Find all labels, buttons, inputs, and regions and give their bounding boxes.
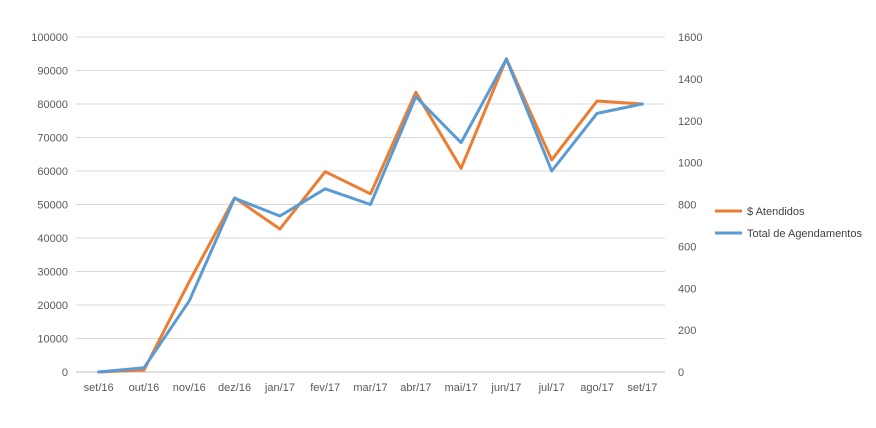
right-y-tick-label: 600 — [678, 241, 696, 253]
x-tick-label: set/17 — [627, 382, 657, 394]
left-y-tick-label: 50000 — [37, 200, 68, 212]
x-tick-label: fev/17 — [310, 382, 340, 394]
legend-label: Total de Agendamentos — [747, 228, 862, 240]
left-y-axis: 0 10000 20000 30000 40000 50000 60000 70000 8000… — [31, 32, 68, 379]
x-tick-label: set/16 — [84, 382, 114, 394]
x-tick-label: mai/17 — [445, 382, 478, 394]
left-y-tick-label: 10000 — [37, 334, 68, 346]
left-y-tick-label: 60000 — [37, 166, 68, 178]
legend: $ Atendidos Total de Agendamentos — [715, 206, 862, 240]
x-axis: set/16 out/16 nov/16 dez/16 jan/17 fev/17 mar/… — [84, 382, 658, 394]
x-tick-label: nov/16 — [173, 382, 206, 394]
right-y-tick-label: 800 — [678, 200, 696, 212]
left-y-tick-label: 80000 — [37, 99, 68, 111]
x-tick-label: jan/17 — [264, 382, 295, 394]
right-y-tick-label: 1600 — [678, 32, 702, 44]
legend-label: $ Atendidos — [747, 206, 805, 218]
x-tick-label: ago/17 — [580, 382, 614, 394]
x-tick-label: dez/16 — [218, 382, 251, 394]
left-y-tick-label: 70000 — [37, 133, 68, 145]
right-y-tick-label: 1200 — [678, 116, 702, 128]
right-y-tick-label: 200 — [678, 325, 696, 337]
x-tick-label: abr/17 — [400, 382, 431, 394]
x-tick-label: out/16 — [129, 382, 160, 394]
left-y-tick-label: 0 — [62, 367, 68, 379]
left-y-tick-label: 20000 — [37, 300, 68, 312]
series-line-total-agendamentos — [97, 57, 644, 374]
x-tick-label: jun/17 — [490, 382, 521, 394]
right-y-tick-label: 1400 — [678, 74, 702, 86]
series-lines — [97, 57, 644, 374]
right-y-axis: 0 200 400 600 800 1000 1200 1400 1600 — [678, 32, 702, 379]
x-tick-label: mar/17 — [353, 382, 387, 394]
left-y-tick-label: 30000 — [37, 267, 68, 279]
right-y-tick-label: 400 — [678, 283, 696, 295]
right-y-tick-label: 0 — [678, 367, 684, 379]
left-y-tick-label: 40000 — [37, 233, 68, 245]
right-y-tick-label: 1000 — [678, 158, 702, 170]
series-line-atendidos — [97, 57, 644, 374]
x-tick-label: jul/17 — [538, 382, 565, 394]
left-y-tick-label: 100000 — [31, 32, 68, 44]
left-y-tick-label: 90000 — [37, 66, 68, 78]
